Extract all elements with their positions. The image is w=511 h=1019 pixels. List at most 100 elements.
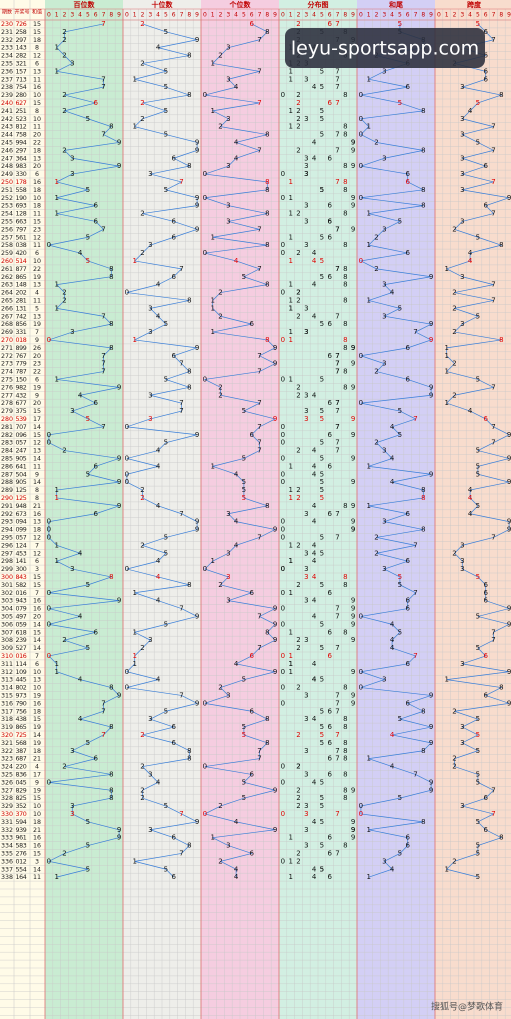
- span: 2: [452, 391, 456, 399]
- issue: 305: [1, 613, 13, 620]
- units-digit: 0: [203, 91, 207, 99]
- hundreds-digit: 1: [54, 44, 58, 52]
- number-digit: 4: [19, 677, 23, 684]
- span: 1: [444, 676, 448, 684]
- number-digit: 4: [19, 45, 23, 52]
- distribution-digit: 0: [281, 423, 285, 431]
- tens-digit: 4: [156, 573, 161, 581]
- distribution-digit: 2: [296, 541, 300, 549]
- number-digit: 7: [15, 21, 19, 28]
- distribution-digit: 8: [343, 747, 347, 755]
- number-digit: 5: [15, 819, 19, 826]
- tens-digit: 9: [195, 818, 199, 826]
- issue: 235: [1, 60, 13, 67]
- sum-tail: 2: [374, 549, 378, 557]
- distribution-digit: 7: [335, 146, 339, 154]
- sum: 11: [33, 463, 41, 470]
- distribution-digit: 0: [281, 533, 285, 541]
- number-digit: 9: [19, 226, 23, 233]
- number-digit: 8: [23, 179, 27, 186]
- sum-tail: 0: [359, 131, 363, 139]
- number-digit: 5: [19, 708, 23, 715]
- scale-label: 2: [219, 12, 223, 19]
- units-digit: 9: [273, 636, 277, 644]
- tens-digit: 7: [179, 691, 183, 699]
- sum-tail: 5: [398, 581, 402, 589]
- tens-digit: 7: [179, 849, 183, 857]
- issue: 270: [1, 337, 13, 344]
- tens-digit: 9: [195, 202, 199, 210]
- sum-tail: 5: [398, 407, 402, 415]
- number-digit: 9: [19, 203, 23, 210]
- span: 5: [476, 573, 480, 581]
- issue: 272: [1, 353, 13, 360]
- distribution-digit: 8: [343, 684, 347, 692]
- number-digit: 3: [15, 329, 19, 336]
- hundreds-digit: 4: [78, 391, 83, 399]
- distribution-digit: 6: [327, 723, 332, 731]
- sum: 16: [33, 179, 41, 186]
- sum: 11: [33, 297, 41, 304]
- hundreds-digit: 1: [54, 494, 58, 502]
- number-digit: 3: [19, 171, 23, 178]
- number-digit: 5: [23, 677, 27, 684]
- tens-digit: 7: [179, 407, 183, 415]
- units-digit: 5: [242, 478, 246, 486]
- number-digit: 2: [19, 732, 23, 739]
- units-digit: 6: [249, 589, 254, 597]
- sum-tail: 3: [382, 518, 386, 526]
- distribution-digit: 7: [335, 644, 339, 652]
- tens-digit: 0: [125, 565, 129, 573]
- number-digit: 3: [23, 574, 27, 581]
- scale-label: 6: [94, 12, 98, 19]
- number-digit: 8: [19, 756, 23, 763]
- sum: 8: [35, 487, 39, 494]
- span: 7: [491, 36, 495, 44]
- header-issue: 期数: [2, 9, 12, 16]
- distribution-digit: 6: [327, 99, 332, 107]
- number-digit: 1: [15, 68, 19, 75]
- distribution-digit: 0: [281, 375, 285, 383]
- scale-label: 5: [476, 12, 480, 19]
- number-digit: 8: [15, 574, 19, 581]
- units-digit: 2: [218, 802, 222, 810]
- span: 2: [452, 304, 456, 312]
- sum: 6: [35, 661, 39, 668]
- sum: 8: [35, 495, 39, 502]
- hundreds-digit: 3: [70, 802, 74, 810]
- issue: 298: [1, 558, 13, 565]
- tens-digit: 2: [140, 210, 144, 218]
- distribution-digit: 4: [312, 557, 317, 565]
- distribution-digit: 2: [296, 644, 300, 652]
- tens-digit: 4: [156, 281, 161, 289]
- hundreds-digit: 9: [117, 162, 121, 170]
- number-digit: 7: [15, 84, 19, 91]
- tens-digit: 5: [164, 375, 168, 383]
- issue: 288: [1, 479, 13, 486]
- span: 3: [460, 320, 464, 328]
- units-digit: 6: [249, 707, 254, 715]
- hundreds-digit: 2: [62, 36, 66, 44]
- issue: 251: [1, 187, 13, 194]
- number-digit: 2: [23, 313, 27, 320]
- sum-tail: 4: [390, 289, 395, 297]
- span: 5: [476, 233, 480, 241]
- span: 3: [460, 541, 464, 549]
- distribution-digit: 6: [327, 652, 332, 660]
- number-digit: 3: [23, 511, 27, 518]
- number-digit: 1: [23, 835, 27, 842]
- sum: 16: [33, 84, 41, 91]
- distribution-digit: 3: [304, 328, 308, 336]
- units-digit: 7: [257, 612, 261, 620]
- span: 4: [468, 407, 473, 415]
- sum-tail: 4: [390, 865, 395, 873]
- number-digit: 9: [15, 503, 19, 510]
- number-digit: 5: [23, 495, 27, 502]
- tens-digit: 9: [195, 612, 199, 620]
- number-digit: 5: [23, 479, 27, 486]
- sum-tail: 4: [390, 731, 395, 739]
- distribution-digit: 6: [327, 849, 332, 857]
- tens-digit: 9: [195, 146, 199, 154]
- span: 7: [491, 281, 495, 289]
- sum-tail: 4: [390, 644, 395, 652]
